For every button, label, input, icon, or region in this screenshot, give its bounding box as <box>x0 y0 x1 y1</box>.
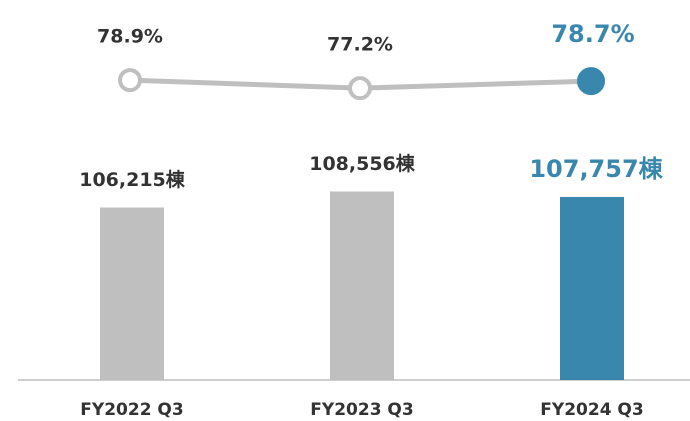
line-value-label: 78.7% <box>551 20 634 48</box>
bar-value-label: 106,215棟 <box>79 168 186 191</box>
bar-value-label: 107,757棟 <box>529 155 663 183</box>
line-marker <box>118 68 142 93</box>
line-marker <box>577 67 605 96</box>
x-tick-label: FY2024 Q3 <box>540 400 643 420</box>
bar <box>560 196 624 380</box>
line-value-label: 77.2% <box>327 34 393 56</box>
bar-value-label: 108,556棟 <box>309 152 416 175</box>
x-tick-label: FY2023 Q3 <box>310 400 413 420</box>
bar <box>330 191 394 380</box>
x-tick-label: FY2022 Q3 <box>80 400 183 420</box>
line-value-label: 78.9% <box>97 26 163 48</box>
bar <box>100 207 164 380</box>
line-marker <box>348 76 372 101</box>
